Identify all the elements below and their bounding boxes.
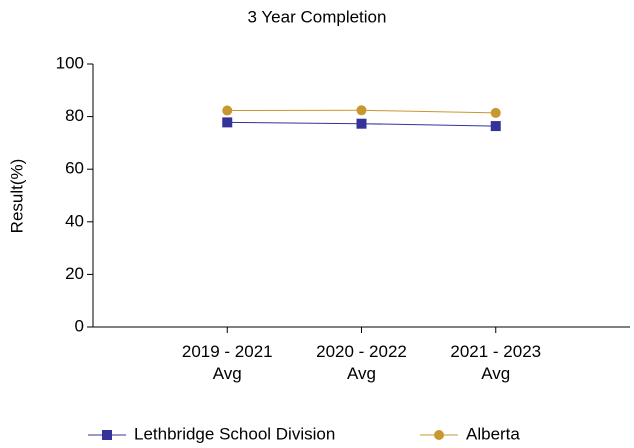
y-tick-label: 40 <box>65 211 84 230</box>
y-tick-label: 20 <box>65 264 84 283</box>
x-tick-label: 2019 - 2021 Avg <box>181 342 273 383</box>
y-tick-label: 0 <box>75 316 84 335</box>
data-point <box>356 118 367 129</box>
x-tick-label: 2020 - 2022 Avg <box>316 342 407 383</box>
data-point <box>490 121 501 132</box>
y-tick-label: 100 <box>56 53 84 72</box>
data-point <box>490 107 501 118</box>
legend-label: Lethbridge School Division <box>134 424 335 443</box>
legend-marker <box>434 430 444 440</box>
y-axis-label: Result(%) <box>7 159 26 234</box>
data-point <box>356 105 367 116</box>
legend-marker <box>102 430 112 440</box>
data-point <box>222 105 233 116</box>
data-point <box>222 117 233 128</box>
legend-label: Alberta <box>466 424 520 443</box>
x-tick-label: 2021 - 2023 Avg <box>450 342 542 383</box>
y-tick-label: 60 <box>65 159 84 178</box>
chart-title: 3 Year Completion <box>248 7 387 26</box>
y-tick-label: 80 <box>65 106 84 125</box>
